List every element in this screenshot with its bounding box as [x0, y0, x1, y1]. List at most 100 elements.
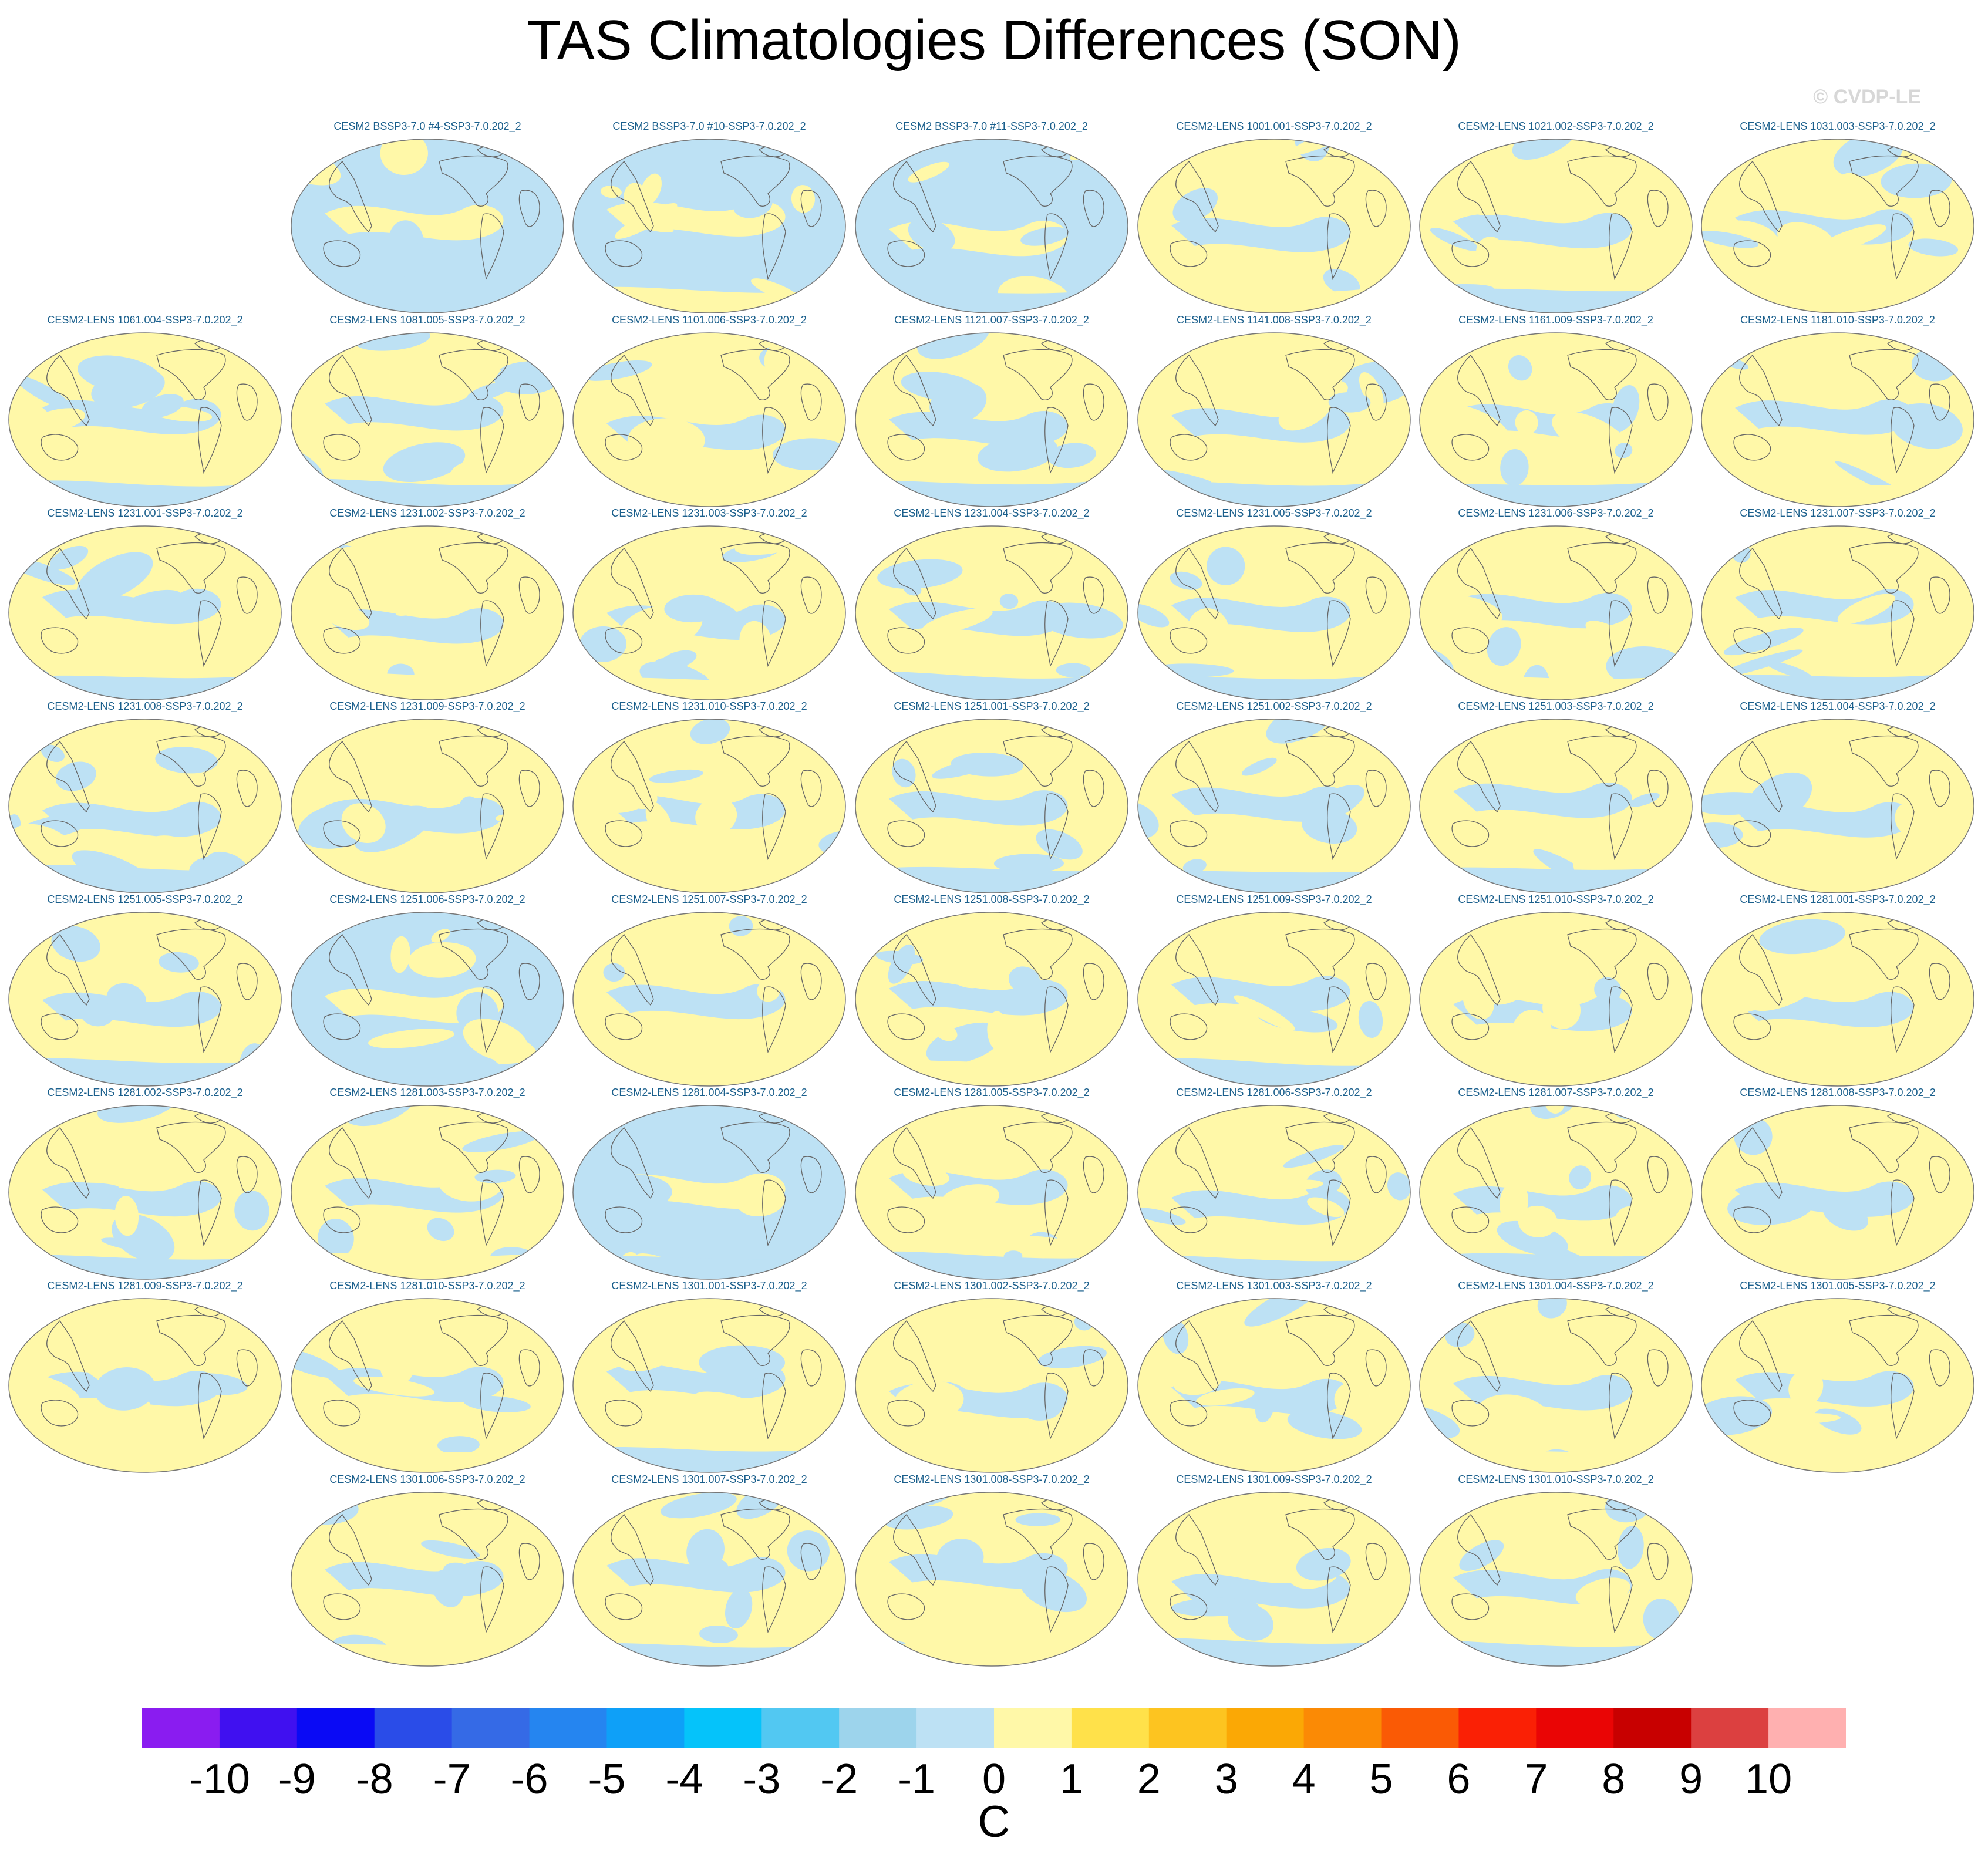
colorbar-swatch [296, 1708, 375, 1748]
anomaly-region [1908, 238, 1959, 257]
panel-title: CESM2-LENS 1021.002-SSP3-7.0.202_2 [1458, 120, 1654, 132]
coastline [1175, 354, 1219, 427]
figure-title: TAS Climatologies Differences (SON) [527, 9, 1461, 72]
panel-title: CESM2 BSSP3-7.0 #10-SSP3-7.0.202_2 [612, 120, 806, 132]
coastline [1083, 1543, 1104, 1580]
coastline [605, 1013, 643, 1040]
anomaly-region [1171, 1597, 1259, 1617]
anomaly-region [649, 769, 704, 783]
robinson-map [855, 139, 1128, 313]
coastline [1647, 576, 1669, 614]
coastline [611, 1320, 654, 1392]
coastline [1365, 963, 1387, 1000]
anomaly-region [690, 719, 730, 744]
map-panel: CESM2-LENS 1251.002-SSP3-7.0.202_2 [1136, 700, 1412, 894]
anomaly-region [1612, 385, 1640, 429]
anomaly-region [1387, 1172, 1410, 1201]
anomaly-region [325, 205, 504, 241]
coastline [1457, 1127, 1501, 1199]
anomaly-region [951, 753, 1024, 777]
anomaly-region [390, 936, 410, 973]
anomaly-region [736, 1185, 786, 1217]
panel-title: CESM2-LENS 1281.006-SSP3-7.0.202_2 [1176, 1087, 1372, 1098]
robinson-map [1137, 1105, 1411, 1280]
anomaly-region [477, 1319, 520, 1346]
anomaly-region [934, 1023, 958, 1041]
panel-title: CESM2-LENS 1251.002-SSP3-7.0.202_2 [1176, 700, 1372, 712]
anomaly-region [1881, 163, 1952, 198]
anomaly-region [977, 434, 1058, 472]
panel-title: CESM2 BSSP3-7.0 #4-SSP3-7.0.202_2 [333, 120, 521, 132]
map-border [1137, 1298, 1411, 1473]
coastline [611, 160, 654, 233]
anomaly-region [969, 160, 996, 198]
coastline [800, 383, 822, 421]
coastline [893, 354, 936, 427]
coastline [1044, 1373, 1069, 1440]
colorbar-swatch [1536, 1708, 1614, 1748]
coastline [1849, 349, 1919, 400]
anomaly-region [9, 1036, 86, 1058]
map-border [1137, 1492, 1411, 1667]
colorbar-tick-label: -3 [743, 1756, 781, 1803]
robinson-map [1701, 719, 1974, 893]
anomaly-region [325, 395, 504, 431]
coastline [198, 986, 222, 1054]
map-panel: CESM2-LENS 1301.003-SSP3-7.0.202_2 [1136, 1280, 1412, 1473]
map-border [1419, 1492, 1693, 1667]
coastline [156, 735, 226, 787]
anomaly-region [1465, 181, 1521, 216]
coastline [1170, 434, 1208, 461]
coastline [1451, 434, 1490, 461]
robinson-map [1137, 525, 1411, 700]
anomaly-region [155, 747, 218, 774]
coastline [236, 1156, 258, 1193]
coastline [323, 627, 361, 654]
coastline [1733, 240, 1771, 267]
coastline [1327, 793, 1351, 861]
anomaly-region [1170, 571, 1202, 590]
coastline [1929, 1156, 1950, 1193]
coastline [800, 576, 822, 614]
panel-title: CESM2-LENS 1301.006-SSP3-7.0.202_2 [329, 1473, 525, 1485]
map-border [1137, 332, 1411, 507]
coastline [800, 190, 822, 227]
anomaly-region [1019, 1568, 1087, 1613]
robinson-map [1419, 912, 1693, 1087]
coastline [518, 383, 540, 421]
anomaly-region [1266, 719, 1334, 744]
anomaly-region [740, 1299, 786, 1300]
colorbar-tick-label: 6 [1447, 1756, 1471, 1803]
anomaly-region [1138, 603, 1170, 628]
anomaly-region [427, 1218, 454, 1242]
anomaly-region [660, 1492, 737, 1519]
coastline [611, 1127, 654, 1199]
anomaly-region [1735, 399, 1914, 435]
anomaly-region [1296, 1548, 1351, 1581]
coastline [198, 407, 222, 474]
robinson-map [291, 139, 564, 313]
anomaly-region [840, 1111, 845, 1139]
panel-title: CESM2-LENS 1061.004-SSP3-7.0.202_2 [47, 314, 243, 326]
coastline [1083, 576, 1104, 614]
robinson-map [855, 1492, 1128, 1667]
map-border [1419, 912, 1693, 1087]
anomaly-region [1949, 723, 1967, 746]
anomaly-region [917, 333, 990, 359]
anomaly-region [582, 360, 652, 381]
map-panel: CESM2-LENS 1251.004-SSP3-7.0.202_2 [1700, 700, 1976, 894]
anomaly-region [645, 801, 673, 843]
coastline [1739, 1320, 1783, 1392]
anomaly-region [1816, 224, 1886, 254]
map-panel: CESM2-LENS 1231.004-SSP3-7.0.202_2 [854, 507, 1130, 701]
colorbar-tick-label: -8 [355, 1756, 393, 1803]
coastline [323, 240, 361, 267]
coastline [1327, 1179, 1351, 1247]
coastline [1003, 735, 1073, 787]
map-border [1137, 1105, 1411, 1280]
robinson-map [1419, 1298, 1693, 1473]
map-border [572, 139, 846, 313]
colorbar-swatch [451, 1708, 530, 1748]
colorbar-tick-label: -6 [510, 1756, 548, 1803]
anomaly-region [159, 952, 199, 973]
